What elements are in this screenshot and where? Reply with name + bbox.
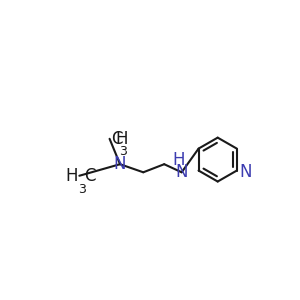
Text: 3: 3 [120,145,128,158]
Text: C: C [84,167,95,185]
Text: H: H [172,151,184,169]
Text: 3: 3 [78,183,86,196]
Text: N: N [240,163,252,181]
Text: N: N [176,163,188,181]
Text: N: N [114,155,126,173]
Text: H: H [66,167,78,185]
Text: C: C [111,130,122,148]
Text: H: H [116,130,128,148]
